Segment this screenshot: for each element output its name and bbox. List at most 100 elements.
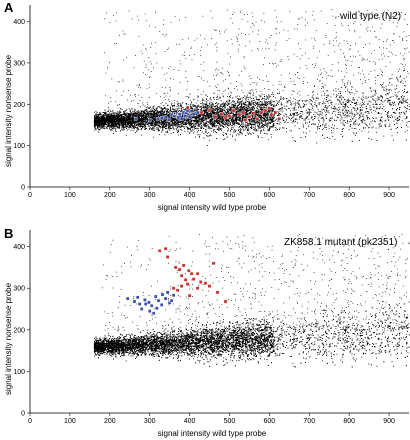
cloud-point xyxy=(178,123,179,125)
cloud-point xyxy=(292,137,294,139)
cloud-point xyxy=(251,126,253,128)
cloud-point xyxy=(328,125,330,127)
cloud-point xyxy=(273,109,274,110)
cloud-point xyxy=(251,110,253,112)
panel-b-letter: B xyxy=(4,226,14,241)
cloud-point xyxy=(172,108,174,110)
cloud-point xyxy=(233,125,235,127)
cloud-point xyxy=(156,129,158,131)
cloud-point xyxy=(296,102,298,104)
cloud-point xyxy=(336,116,338,118)
cloud-point xyxy=(299,113,301,114)
cloud-point xyxy=(218,118,220,120)
cloud-point xyxy=(241,100,243,102)
cloud-point xyxy=(241,101,243,103)
cloud-point xyxy=(309,110,310,112)
cloud-point xyxy=(244,125,246,127)
cloud-point xyxy=(353,121,355,123)
cloud-point xyxy=(174,123,176,125)
cloud-point xyxy=(157,127,159,129)
cloud-point xyxy=(304,105,306,107)
cloud-point xyxy=(249,101,251,103)
cloud-point xyxy=(369,106,371,108)
cloud-point xyxy=(284,87,286,89)
cloud-point xyxy=(323,87,324,89)
cloud-point xyxy=(265,107,267,109)
cloud-point xyxy=(328,128,330,130)
cloud-point xyxy=(168,112,170,113)
cloud-point xyxy=(126,117,128,119)
cloud-point xyxy=(201,125,202,126)
cloud-point xyxy=(328,120,330,122)
cloud-point xyxy=(399,113,401,115)
cloud-point xyxy=(354,128,355,129)
cloud-point xyxy=(159,111,161,113)
cloud-point xyxy=(332,124,333,126)
cloud-point xyxy=(148,117,149,119)
cloud-point xyxy=(323,102,325,104)
cloud-point xyxy=(156,124,158,126)
cloud-point xyxy=(366,97,368,99)
cloud-point xyxy=(206,132,208,134)
cloud-point xyxy=(113,127,115,129)
cloud-point xyxy=(135,123,137,125)
cloud-point xyxy=(212,110,214,112)
cloud-point xyxy=(201,117,203,118)
cloud-point xyxy=(311,103,312,105)
cloud-point xyxy=(185,108,187,110)
cloud-point xyxy=(182,122,184,123)
cloud-point xyxy=(191,119,193,121)
cloud-point xyxy=(173,119,175,121)
cloud-point xyxy=(152,106,154,107)
cloud-point xyxy=(108,128,110,130)
cloud-point xyxy=(303,125,304,127)
cloud-point xyxy=(285,131,287,133)
cloud-point xyxy=(173,117,175,119)
cloud-point xyxy=(332,111,334,112)
cloud-point xyxy=(408,106,410,107)
cloud-point xyxy=(192,129,194,131)
cloud-point xyxy=(127,115,129,116)
cloud-point xyxy=(173,118,174,120)
cloud-point xyxy=(288,116,290,118)
cloud-point xyxy=(368,131,370,133)
cloud-point xyxy=(194,128,196,130)
cloud-point xyxy=(213,131,214,133)
cloud-point xyxy=(217,112,219,114)
cloud-point xyxy=(261,101,263,103)
cloud-point xyxy=(251,125,252,127)
cloud-point xyxy=(223,119,225,120)
cloud-point xyxy=(263,127,265,129)
cloud-point xyxy=(247,109,249,110)
cloud-point xyxy=(121,126,123,128)
cloud-point xyxy=(351,111,353,113)
cloud-point xyxy=(153,118,155,120)
cloud-point xyxy=(273,123,274,125)
cloud-point xyxy=(149,123,151,125)
cloud-point xyxy=(319,126,321,127)
cloud-point xyxy=(396,97,398,99)
cloud-point xyxy=(257,128,259,130)
cloud-point xyxy=(255,96,257,98)
cloud-point xyxy=(325,105,327,107)
cloud-point xyxy=(339,108,341,110)
cloud-point xyxy=(223,127,225,128)
cloud-point xyxy=(225,132,226,134)
cloud-point xyxy=(190,130,192,132)
cloud-point xyxy=(265,124,267,126)
cloud-point xyxy=(343,125,345,127)
cloud-point xyxy=(203,115,205,117)
cloud-point xyxy=(311,97,313,98)
cloud-point xyxy=(173,128,175,130)
cloud-point xyxy=(119,122,121,124)
cloud-point xyxy=(278,111,280,113)
cloud-point xyxy=(142,104,144,106)
cloud-point xyxy=(290,118,292,119)
cloud-point xyxy=(351,109,352,111)
cloud-point xyxy=(252,132,254,134)
cloud-point xyxy=(288,118,290,119)
cloud-point xyxy=(357,109,359,110)
cloud-point xyxy=(236,123,238,125)
cloud-point xyxy=(128,124,130,126)
cloud-point xyxy=(198,126,200,127)
